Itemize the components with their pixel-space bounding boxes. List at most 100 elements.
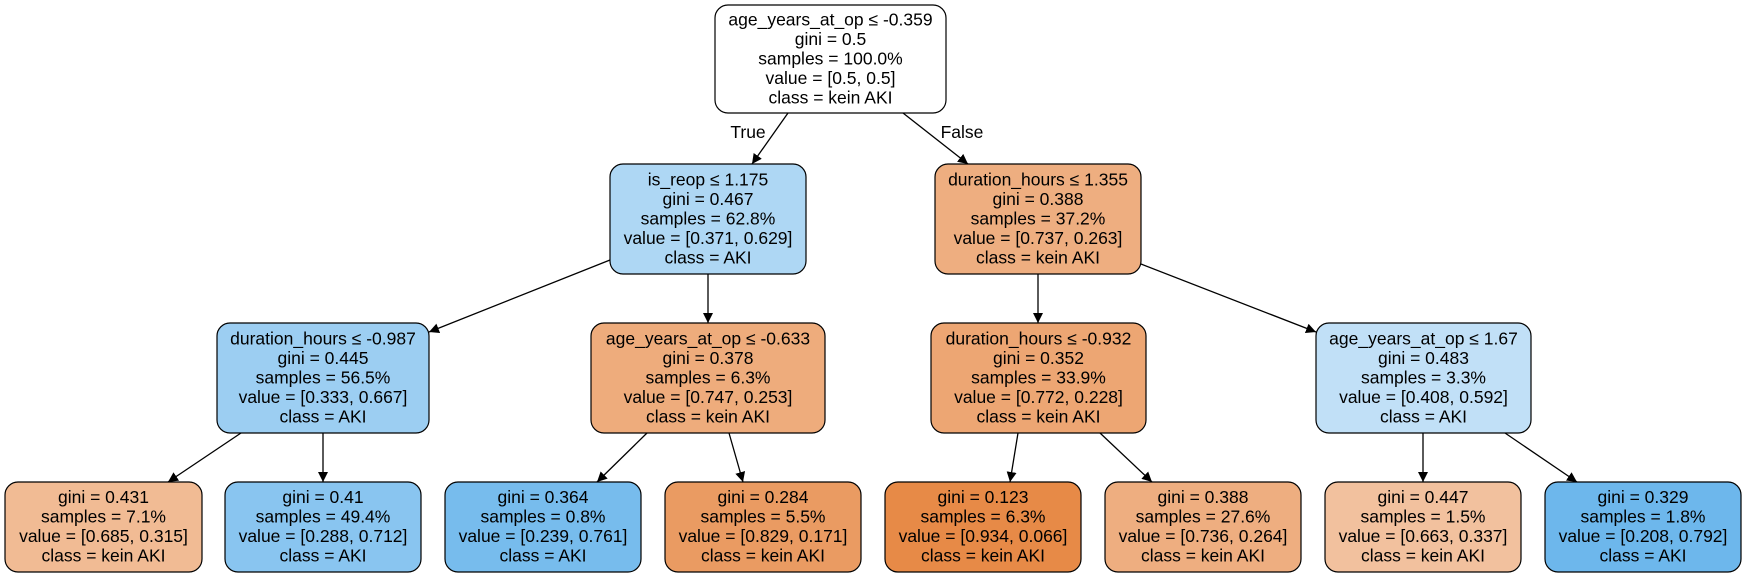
tree-edge-arrow xyxy=(596,432,648,483)
node-text-line: gini = 0.5 xyxy=(795,29,867,49)
node-text-line: class = kein AKI xyxy=(701,546,825,566)
node-box xyxy=(934,163,1142,275)
node-text-line: samples = 27.6% xyxy=(1136,507,1271,527)
node-text-line: class = kein AKI xyxy=(768,87,892,107)
node-text-line: samples = 1.8% xyxy=(1581,507,1706,527)
node-text-line: class = kein AKI xyxy=(41,546,165,566)
tree-edge-arrow xyxy=(902,112,969,165)
node-text-line: age_years_at_op ≤ -0.633 xyxy=(606,328,810,349)
node-text-line: gini = 0.284 xyxy=(718,487,809,507)
tree-edge-arrow xyxy=(751,112,789,165)
node-text-line: age_years_at_op ≤ 1.67 xyxy=(1329,328,1518,349)
node-text-line: class = kein AKI xyxy=(646,406,770,426)
node-text-line: gini = 0.352 xyxy=(993,348,1084,368)
node-text-line: samples = 6.3% xyxy=(646,367,771,387)
node-text-line: class = AKI xyxy=(1380,406,1467,426)
node-text-line: samples = 7.1% xyxy=(41,507,166,527)
node-text-line: gini = 0.388 xyxy=(1158,487,1249,507)
node-text-line: samples = 6.3% xyxy=(921,507,1046,527)
node-text-line: samples = 100.0% xyxy=(758,48,902,68)
tree-edge-arrow xyxy=(728,432,746,483)
node-text-line: class = AKI xyxy=(279,546,366,566)
tree-edge-arrow xyxy=(1140,263,1317,334)
node-text-line: value = [0.663, 0.337] xyxy=(1339,526,1508,546)
node-text-line: samples = 33.9% xyxy=(971,367,1106,387)
node-text-line: samples = 62.8% xyxy=(641,208,776,228)
node-text-line: value = [0.288, 0.712] xyxy=(239,526,408,546)
node-text-line: gini = 0.447 xyxy=(1378,487,1469,507)
node-text-line: class = kein AKI xyxy=(976,406,1100,426)
node-text-line: gini = 0.378 xyxy=(663,348,754,368)
edge-label-true: True xyxy=(730,122,765,142)
node-text-line: class = kein AKI xyxy=(976,247,1100,267)
node-text-line: samples = 1.5% xyxy=(1361,507,1486,527)
node-box xyxy=(216,322,430,434)
node-text-line: value = [0.208, 0.792] xyxy=(1559,526,1728,546)
node-text-line: age_years_at_op ≤ -0.359 xyxy=(728,9,932,30)
node-text-line: class = AKI xyxy=(1599,546,1686,566)
node-text-line: samples = 0.8% xyxy=(481,507,606,527)
node-text-line: value = [0.239, 0.761] xyxy=(459,526,628,546)
node-box xyxy=(1544,481,1742,573)
node-text-line: gini = 0.388 xyxy=(993,189,1084,209)
node-text-line: value = [0.371, 0.629] xyxy=(624,228,793,248)
node-text-line: gini = 0.445 xyxy=(278,348,369,368)
node-box xyxy=(444,481,642,573)
node-box xyxy=(1324,481,1522,573)
node-text-line: gini = 0.329 xyxy=(1598,487,1689,507)
tree-edge-arrow xyxy=(167,432,242,483)
tree-edge-arrow xyxy=(1504,432,1578,483)
node-box xyxy=(224,481,422,573)
node-box xyxy=(884,481,1082,573)
node-text-line: value = [0.829, 0.171] xyxy=(679,526,848,546)
node-text-line: value = [0.408, 0.592] xyxy=(1339,387,1508,407)
node-text-line: class = kein AKI xyxy=(1141,546,1265,566)
node-text-line: value = [0.685, 0.315] xyxy=(19,526,188,546)
node-text-line: samples = 5.5% xyxy=(701,507,826,527)
node-box xyxy=(609,163,807,275)
node-text-line: gini = 0.483 xyxy=(1378,348,1469,368)
tree-edge-arrow xyxy=(1006,432,1019,483)
node-text-line: samples = 3.3% xyxy=(1361,367,1486,387)
node-box xyxy=(1315,322,1532,434)
node-text-line: gini = 0.41 xyxy=(282,487,363,507)
node-box xyxy=(4,481,203,573)
node-text-line: samples = 49.4% xyxy=(256,507,391,527)
node-text-line: class = AKI xyxy=(664,247,751,267)
node-text-line: gini = 0.467 xyxy=(663,189,754,209)
node-text-line: class = AKI xyxy=(279,406,366,426)
node-text-line: samples = 37.2% xyxy=(971,208,1106,228)
node-text-line: duration_hours ≤ 1.355 xyxy=(948,169,1128,190)
tree-edges xyxy=(167,112,1578,483)
node-text-line: value = [0.772, 0.228] xyxy=(954,387,1123,407)
node-text-line: value = [0.333, 0.667] xyxy=(239,387,408,407)
tree-edge-arrow xyxy=(428,259,611,333)
node-text-line: class = kein AKI xyxy=(921,546,1045,566)
node-text-line: value = [0.5, 0.5] xyxy=(766,68,896,88)
node-text-line: duration_hours ≤ -0.987 xyxy=(230,328,416,349)
node-box xyxy=(664,481,862,573)
tree-edge-labels: True False xyxy=(730,122,983,142)
node-text-line: value = [0.736, 0.264] xyxy=(1119,526,1288,546)
node-text-line: gini = 0.123 xyxy=(938,487,1029,507)
node-box xyxy=(590,322,826,434)
node-text-line: gini = 0.431 xyxy=(58,487,149,507)
node-box xyxy=(1104,481,1302,573)
node-text-line: value = [0.747, 0.253] xyxy=(624,387,793,407)
